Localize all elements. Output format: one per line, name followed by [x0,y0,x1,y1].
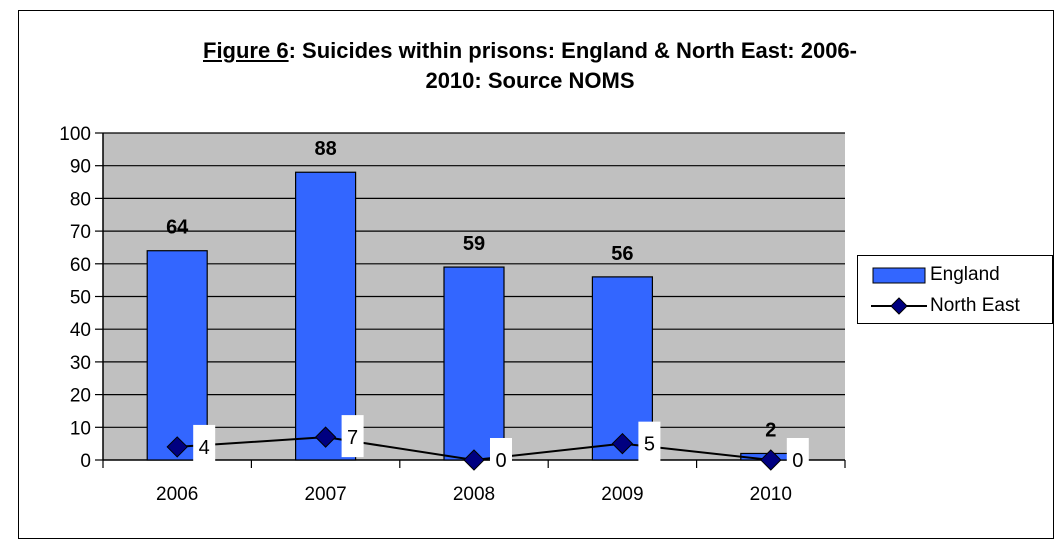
line-data-label: 0 [495,450,506,472]
bar-data-label: 56 [611,243,633,265]
line-data-label: 5 [644,434,655,456]
marker-north-east [463,449,485,471]
x-tick-label: 2010 [750,484,792,505]
line-data-label: 4 [199,437,210,459]
bar-england [443,266,505,461]
legend-swatch-line [871,297,927,315]
y-tick-label: 40 [70,320,91,341]
y-tick-label: 20 [70,386,91,407]
y-tick-label: 30 [70,353,91,374]
bar-data-label: 88 [314,138,336,160]
legend-item-england: England [858,260,1052,290]
marker-north-east [314,426,337,448]
bar-data-label: 64 [166,217,189,239]
line-data-label: 7 [347,427,358,449]
y-tick-label: 100 [59,124,91,145]
bar-england [146,250,208,461]
legend-label-england: England [930,264,1000,285]
y-tick-label: 80 [70,189,91,210]
y-tick-label: 0 [80,451,91,472]
x-tick-label: 2009 [601,484,643,505]
legend-swatch-bar [872,267,926,284]
figure-label: Figure 6 [203,38,289,63]
legend-label-north-east: North East [930,295,1020,316]
line-label-bg [490,438,512,480]
marker-north-east [166,436,188,458]
marker-north-east [760,449,782,471]
y-tick-label: 50 [70,288,91,309]
legend: England North East [857,255,1053,324]
title-text: : Suicides within prisons: England & Nor… [288,38,857,63]
x-tick-label: 2006 [156,484,198,505]
marker-north-east [611,432,634,455]
line-data-label: 0 [792,450,803,472]
y-tick-label: 60 [70,255,91,276]
legend-item-north-east: North East [858,291,1052,321]
bar-england [295,171,357,461]
line-label-bg [341,415,364,458]
bar-data-label: 59 [463,233,485,255]
title-line2: 2010: Source NOMS [425,68,635,93]
line-label-bg [786,438,809,480]
x-tick-label: 2007 [304,484,346,505]
line-label-bg [638,421,661,464]
y-tick-label: 90 [70,157,91,178]
chart-title: Figure 6: Suicides within prisons: Engla… [0,36,1055,96]
bar-data-label: 2 [765,419,776,441]
line-label-bg [193,424,216,467]
x-tick-label: 2008 [453,484,495,505]
y-tick-label: 70 [70,222,91,243]
y-tick-label: 10 [70,418,91,439]
